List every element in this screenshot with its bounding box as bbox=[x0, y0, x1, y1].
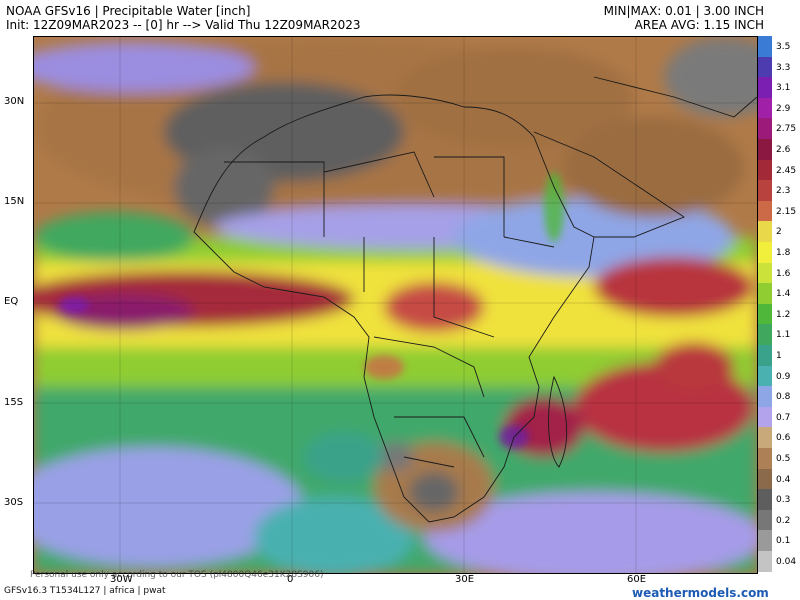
colorbar bbox=[758, 36, 772, 572]
colorbar-label: 2.45 bbox=[776, 165, 797, 176]
init-valid-line: Init: 12Z09MAR2023 -- [0] hr --> Valid T… bbox=[6, 18, 361, 32]
colorbar-label: 0.2 bbox=[776, 515, 791, 526]
colorbar-swatch bbox=[758, 283, 772, 305]
model-info: GFSv16.3 T1534L127 | africa | pwat bbox=[4, 586, 166, 596]
colorbar-label: 1.1 bbox=[776, 330, 791, 341]
lat-label-15s: 15S bbox=[4, 397, 24, 408]
colorbar-swatch bbox=[758, 139, 772, 160]
lon-label-30e: 30E bbox=[455, 574, 475, 585]
brand-link[interactable]: weathermodels.com bbox=[632, 586, 769, 600]
colorbar-swatch bbox=[758, 489, 772, 511]
colorbar-swatch bbox=[758, 551, 772, 572]
colorbar-swatch bbox=[758, 365, 772, 387]
min-max-readout: MIN|MAX: 0.01 | 3.00 INCH bbox=[603, 4, 764, 18]
colorbar-swatch bbox=[758, 386, 772, 408]
colorbar-label: 1 bbox=[776, 351, 782, 361]
colorbar-swatch bbox=[758, 509, 772, 531]
colorbar-swatch bbox=[758, 303, 772, 325]
lat-label-eq: EQ bbox=[4, 296, 19, 307]
colorbar-label: 0.8 bbox=[776, 392, 791, 403]
colorbar-swatch bbox=[758, 221, 772, 243]
lon-label-60e: 60E bbox=[627, 574, 647, 585]
colorbar-label: 0.4 bbox=[776, 474, 791, 485]
colorbar-label: 2 bbox=[776, 227, 782, 238]
colorbar-swatch bbox=[758, 468, 772, 490]
lat-label-15n: 15N bbox=[4, 196, 25, 207]
colorbar-swatch bbox=[758, 345, 772, 366]
colorbar-label: 2.3 bbox=[776, 186, 791, 197]
colorbar-label: 3.5 bbox=[776, 42, 791, 52]
colorbar-label: 0.1 bbox=[776, 536, 791, 547]
colorbar-label: 1.2 bbox=[776, 309, 791, 320]
colorbar-label: 1.6 bbox=[776, 268, 791, 279]
colorbar-swatch bbox=[758, 97, 772, 119]
colorbar-label: 0.3 bbox=[776, 495, 791, 506]
colorbar-label: 3.3 bbox=[776, 62, 791, 73]
colorbar-swatch bbox=[758, 530, 772, 552]
precipitable-water-map[interactable] bbox=[33, 36, 758, 574]
colorbar-swatch bbox=[758, 200, 772, 222]
colorbar-swatch bbox=[758, 406, 772, 428]
colorbar-label: 1.4 bbox=[776, 289, 791, 300]
colorbar-label: 2.9 bbox=[776, 103, 791, 114]
colorbar-swatch bbox=[758, 427, 772, 449]
colorbar-swatch bbox=[758, 324, 772, 346]
colorbar-label: 2.75 bbox=[776, 124, 797, 135]
area-average-readout: AREA AVG: 1.15 INCH bbox=[634, 18, 764, 32]
map-field bbox=[34, 37, 757, 573]
header-left: NOAA GFSv16 | Precipitable Water [inch] … bbox=[6, 4, 361, 32]
colorbar-label: 1.8 bbox=[776, 248, 791, 258]
colorbar-label: 0.6 bbox=[776, 433, 791, 444]
colorbar-swatch bbox=[758, 262, 772, 284]
colorbar-swatch bbox=[758, 36, 772, 57]
colorbar-label: 3.1 bbox=[776, 83, 791, 94]
colorbar-label: 2.15 bbox=[776, 206, 797, 217]
colorbar-swatch bbox=[758, 56, 772, 78]
colorbar-swatch bbox=[758, 118, 772, 140]
map-title: NOAA GFSv16 | Precipitable Water [inch] bbox=[6, 4, 251, 18]
colorbar-label: 0.5 bbox=[776, 454, 791, 464]
colorbar-swatch bbox=[758, 242, 772, 263]
colorbar-swatch bbox=[758, 159, 772, 181]
country-borders bbox=[193, 76, 757, 523]
colorbar-swatch bbox=[758, 77, 772, 99]
graticule bbox=[34, 37, 757, 573]
colorbar-label: 0.9 bbox=[776, 371, 791, 382]
colorbar-label: 2.6 bbox=[776, 145, 791, 155]
colorbar-label: 0.7 bbox=[776, 412, 791, 423]
tos-disclaimer: Personal use only according to our TOS (… bbox=[30, 570, 324, 580]
colorbar-label: 0.04 bbox=[776, 557, 797, 567]
lon-label-30w: 30W bbox=[110, 574, 133, 585]
colorbar-swatch bbox=[758, 180, 772, 202]
header-right: MIN|MAX: 0.01 | 3.00 INCH AREA AVG: 1.15… bbox=[604, 4, 764, 32]
colorbar-swatch bbox=[758, 448, 772, 469]
lat-label-30n: 30N bbox=[4, 96, 25, 107]
lat-label-30s: 30S bbox=[4, 497, 24, 508]
lon-label-0: 0 bbox=[287, 574, 294, 585]
